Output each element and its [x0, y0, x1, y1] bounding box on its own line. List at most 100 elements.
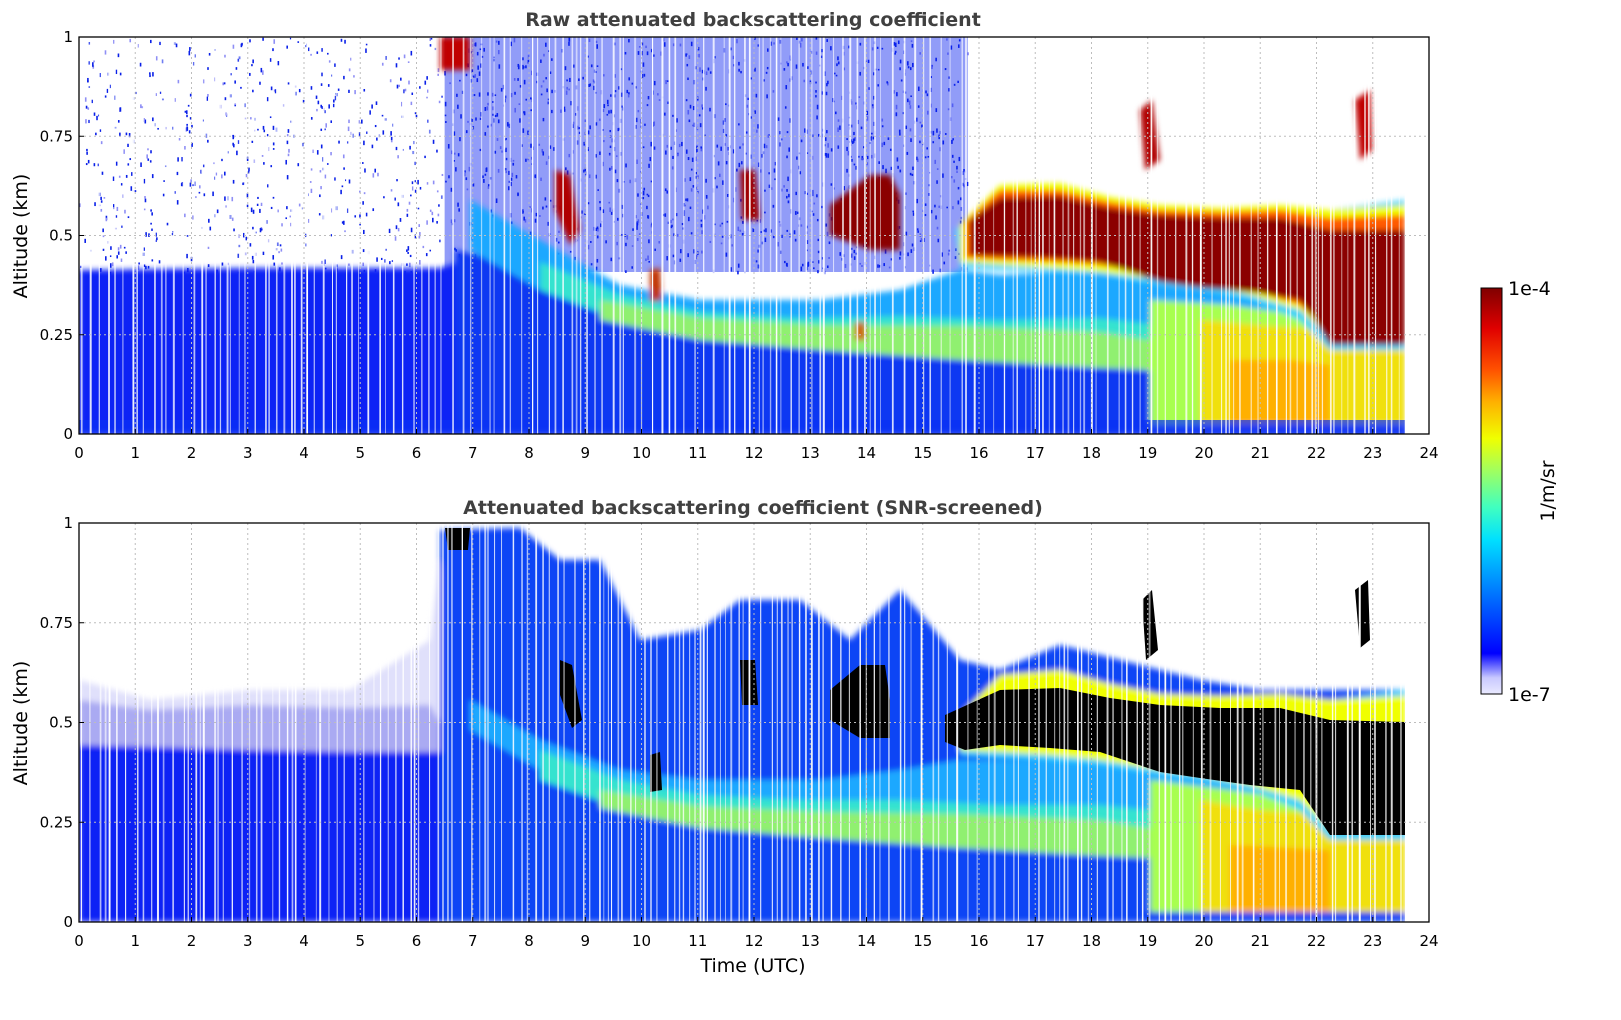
noise-speck — [272, 148, 275, 150]
noise-speck — [817, 250, 820, 254]
noise-speck — [687, 109, 690, 115]
gap-stripe — [557, 523, 559, 922]
noise-speck — [500, 87, 503, 92]
noise-speck — [427, 119, 429, 123]
noise-speck — [704, 134, 706, 137]
panel1-layers — [79, 37, 1405, 434]
noise-speck — [527, 59, 530, 64]
noise-speck — [343, 75, 345, 80]
noise-speck — [759, 219, 762, 223]
noise-speck — [97, 163, 100, 167]
noise-speck — [286, 140, 289, 145]
noise-speck — [273, 89, 276, 92]
noise-speck — [531, 70, 533, 76]
noise-speck — [123, 246, 126, 249]
noise-speck — [890, 258, 893, 261]
noise-speck — [436, 190, 439, 193]
noise-speck — [231, 217, 234, 221]
noise-speck — [494, 114, 497, 118]
x-tick-label: 20 — [1194, 444, 1213, 462]
gap-stripe — [1080, 523, 1083, 922]
noise-speck — [406, 249, 408, 252]
noise-speck — [938, 134, 940, 140]
noise-speck — [286, 175, 289, 180]
noise-speck — [595, 227, 597, 232]
noise-speck — [327, 84, 330, 87]
noise-speck — [524, 219, 527, 223]
noise-speck — [642, 146, 645, 149]
noise-speck — [472, 75, 475, 78]
noise-speck — [904, 192, 907, 195]
noise-speck — [252, 59, 254, 64]
noise-speck — [912, 212, 915, 216]
noise-speck — [723, 118, 726, 122]
noise-speck — [742, 220, 744, 224]
noise-speck — [507, 122, 509, 127]
noise-speck — [120, 183, 123, 186]
noise-speck — [563, 106, 566, 110]
noise-speck — [437, 213, 440, 217]
noise-speck — [130, 186, 133, 191]
noise-speck — [396, 84, 399, 89]
noise-speck — [334, 95, 337, 101]
panel2-grid — [79, 523, 1429, 922]
noise-speck — [957, 200, 960, 205]
noise-speck — [747, 97, 750, 101]
noise-speck — [609, 167, 611, 171]
noise-speck — [698, 53, 700, 58]
noise-speck — [681, 222, 684, 226]
noise-speck — [505, 157, 508, 161]
noise-speck — [525, 158, 527, 162]
noise-speck — [453, 152, 456, 155]
noise-speck — [593, 226, 595, 231]
x-tick-label: 10 — [632, 932, 651, 950]
noise-speck — [106, 88, 109, 93]
noise-speck — [618, 86, 620, 90]
noise-speck — [465, 130, 468, 134]
noise-speck — [666, 190, 669, 194]
gap-stripe — [787, 523, 789, 922]
noise-speck — [667, 101, 669, 104]
noise-speck — [752, 228, 755, 233]
noise-speck — [566, 86, 568, 90]
noise-speck — [568, 153, 571, 158]
noise-speck — [729, 47, 732, 51]
noise-speck — [100, 200, 103, 203]
noise-speck — [921, 124, 923, 128]
noise-speck — [689, 206, 692, 210]
noise-speck — [414, 180, 416, 183]
noise-speck — [530, 97, 532, 100]
noise-speck — [517, 63, 520, 67]
gap-stripe — [1106, 523, 1109, 922]
noise-speck — [382, 130, 385, 135]
noise-speck — [701, 250, 703, 254]
noise-speck — [912, 166, 914, 171]
gap-stripe — [346, 37, 348, 434]
noise-speck — [310, 168, 313, 171]
noise-speck — [595, 266, 598, 271]
noise-speck — [599, 151, 601, 155]
noise-speck — [826, 83, 828, 87]
noise-speck — [86, 148, 88, 152]
noise-speck — [757, 249, 759, 253]
gap-stripe — [1192, 523, 1194, 922]
noise-speck — [525, 65, 527, 69]
noise-speck — [592, 79, 595, 82]
noise-speck — [102, 248, 105, 251]
gap-stripe — [601, 37, 603, 434]
noise-speck — [176, 200, 179, 205]
noise-speck — [534, 218, 537, 223]
gap-stripe — [417, 523, 420, 922]
x-tick-label: 7 — [468, 932, 478, 950]
noise-speck — [181, 157, 183, 162]
noise-speck — [804, 128, 806, 133]
noise-speck — [121, 225, 123, 228]
noise-speck — [721, 235, 724, 238]
noise-speck — [830, 46, 832, 51]
gap-stripe — [1351, 523, 1354, 922]
gap-stripe — [1250, 37, 1252, 434]
noise-speck — [177, 157, 179, 162]
noise-speck — [924, 213, 927, 217]
noise-speck — [448, 175, 450, 179]
noise-speck — [916, 156, 918, 161]
